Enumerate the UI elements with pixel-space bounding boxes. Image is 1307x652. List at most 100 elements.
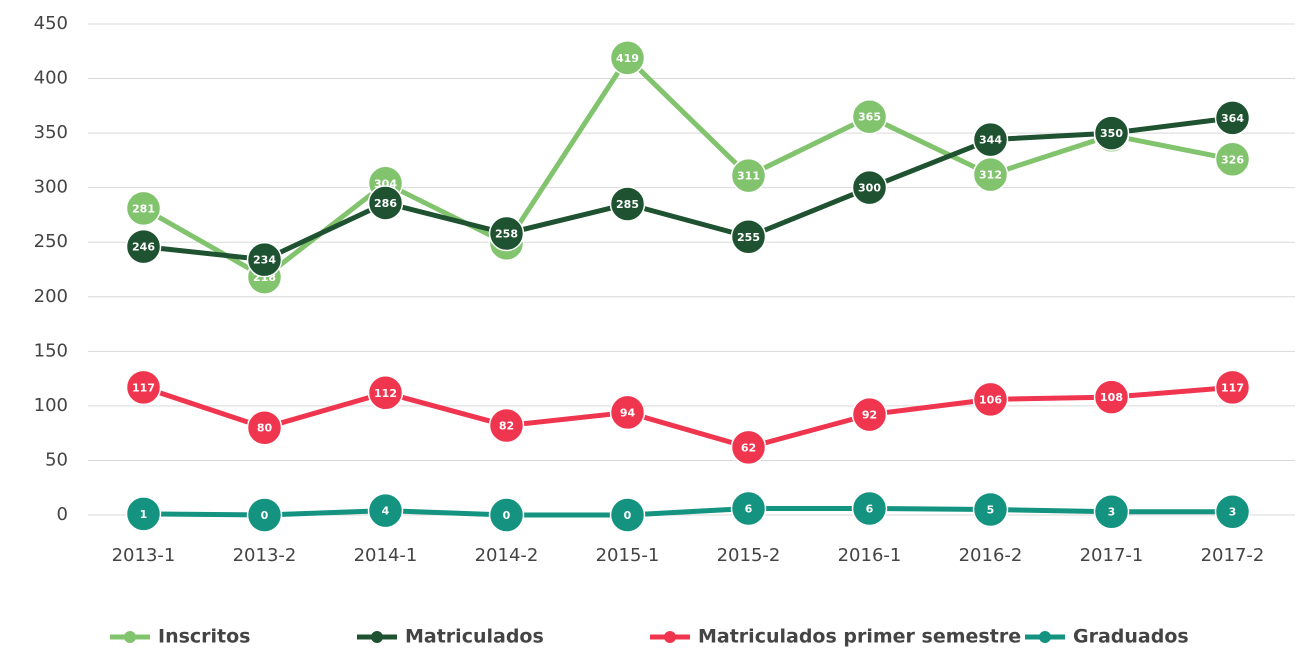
data-label: 94 (620, 406, 636, 419)
data-point (488, 407, 525, 444)
data-label: 0 (261, 509, 269, 522)
series-line (142, 55, 1233, 280)
data-point (730, 219, 767, 255)
x-tick-label: 2015-2 (717, 545, 781, 566)
x-tick-label: 2017-1 (1080, 545, 1144, 566)
y-tick-label: 100 (34, 395, 68, 416)
data-point (367, 185, 404, 221)
y-tick-label: 50 (45, 449, 68, 470)
series-line (143, 505, 1233, 518)
data-point (851, 98, 888, 135)
data-label: 1 (140, 508, 148, 521)
data-label: 3 (1108, 506, 1116, 519)
data-label: 3 (1229, 506, 1237, 519)
data-label: 117 (1221, 381, 1244, 394)
legend-label: Graduados (1073, 626, 1189, 648)
x-tick-label: 2013-2 (233, 545, 297, 566)
legend-label: Matriculados (405, 626, 544, 648)
legend-marker (124, 631, 136, 643)
data-point (125, 228, 162, 265)
data-point (609, 186, 646, 222)
data-point (1093, 379, 1130, 415)
data-label: 285 (616, 198, 639, 211)
legend-label: Matriculados primer semestre (698, 626, 1021, 648)
y-tick-label: 0 (57, 504, 68, 525)
data-label: 364 (1221, 112, 1244, 125)
data-label: 300 (858, 182, 881, 195)
data-label: 286 (374, 197, 397, 210)
x-tick-label: 2014-1 (354, 545, 418, 566)
data-point (1214, 141, 1251, 178)
data-point (851, 396, 888, 433)
legend-marker (664, 631, 676, 643)
data-point (851, 169, 888, 206)
data-point (972, 121, 1009, 158)
data-point (125, 190, 162, 227)
data-point (488, 497, 525, 533)
data-label: 344 (979, 134, 1002, 147)
data-label: 0 (503, 509, 511, 522)
data-point (367, 375, 404, 411)
data-label: 311 (737, 170, 760, 183)
data-point (730, 490, 767, 527)
data-label: 117 (132, 381, 155, 394)
data-point (367, 492, 404, 529)
data-label: 312 (979, 169, 1002, 182)
data-point (1214, 100, 1251, 136)
x-tick-label: 2013-1 (112, 545, 176, 566)
y-tick-label: 350 (34, 122, 68, 143)
data-label: 6 (745, 502, 753, 515)
data-label: 234 (253, 254, 276, 267)
data-point (972, 381, 1009, 418)
data-point (609, 394, 646, 431)
data-point (1214, 493, 1251, 530)
data-label: 106 (979, 393, 1002, 406)
data-point (488, 215, 525, 252)
data-label: 82 (499, 420, 514, 433)
legend-marker (1039, 631, 1051, 643)
data-label: 5 (987, 504, 995, 517)
data-point (730, 429, 767, 466)
y-tick-label: 300 (34, 177, 68, 198)
y-tick-label: 450 (34, 13, 68, 34)
data-point (972, 491, 1009, 528)
data-point (609, 497, 646, 533)
series-line (143, 115, 1233, 263)
data-label: 6 (866, 502, 874, 515)
x-tick-label: 2014-2 (475, 545, 539, 566)
x-tick-label: 2016-1 (838, 545, 902, 566)
x-tick-label: 2015-1 (596, 545, 660, 566)
x-tick-label: 2016-2 (959, 545, 1023, 566)
data-point (246, 497, 283, 533)
data-label: 246 (132, 241, 155, 254)
data-label: 350 (1100, 127, 1123, 140)
data-point (730, 157, 767, 194)
data-point (246, 409, 283, 446)
data-label: 326 (1221, 153, 1244, 166)
data-point (1214, 369, 1251, 406)
data-label: 281 (132, 202, 155, 215)
data-point (1093, 115, 1130, 151)
data-label: 92 (862, 409, 877, 422)
data-point (1093, 493, 1130, 530)
data-label: 108 (1100, 391, 1123, 404)
data-point (851, 490, 888, 527)
data-label: 419 (616, 52, 639, 65)
series-line (142, 384, 1233, 450)
data-label: 4 (382, 505, 390, 518)
legend-label: Inscritos (158, 626, 251, 648)
legend-marker (371, 631, 383, 643)
data-point (609, 40, 646, 76)
y-tick-label: 400 (34, 68, 68, 89)
data-label: 258 (495, 227, 518, 240)
data-point (246, 241, 283, 278)
data-label: 80 (257, 422, 273, 435)
y-tick-label: 200 (34, 286, 68, 307)
y-tick-label: 250 (34, 231, 68, 252)
data-point (125, 369, 162, 406)
data-point (125, 496, 162, 532)
data-label: 0 (624, 509, 632, 522)
y-tick-label: 150 (34, 340, 68, 361)
data-label: 365 (858, 111, 881, 124)
